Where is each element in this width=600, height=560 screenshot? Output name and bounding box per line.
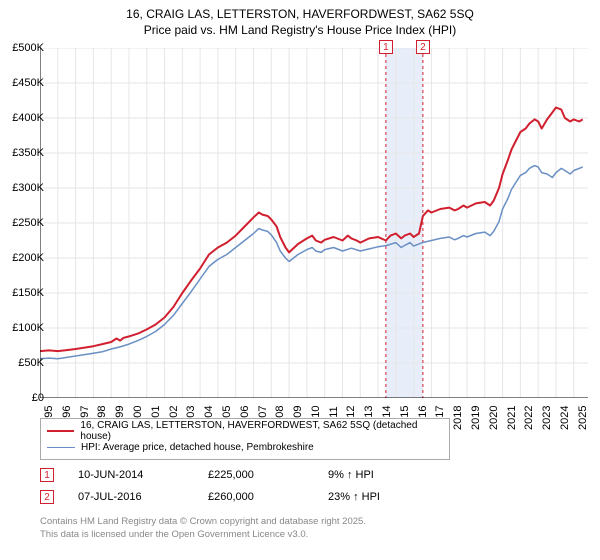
chart-area: 12: [40, 48, 588, 398]
y-tick-label: £300K: [0, 182, 44, 194]
title-line-2: Price paid vs. HM Land Registry's House …: [0, 22, 600, 38]
marker-price-0: £225,000: [208, 469, 328, 481]
y-tick-label: £100K: [0, 322, 44, 334]
title-line-1: 16, CRAIG LAS, LETTERSTON, HAVERFORDWEST…: [0, 6, 600, 22]
legend-swatch-0: [47, 430, 74, 432]
marker-date-0: 10-JUN-2014: [78, 469, 208, 481]
footer-line-2: This data is licensed under the Open Gov…: [40, 529, 366, 542]
chart-marker-badge: 2: [416, 40, 430, 54]
marker-diff-1: 23% ↑ HPI: [328, 491, 438, 503]
y-tick-label: £200K: [0, 252, 44, 264]
footer: Contains HM Land Registry data © Crown c…: [40, 516, 366, 542]
legend-text-0: 16, CRAIG LAS, LETTERSTON, HAVERFORDWEST…: [80, 420, 443, 442]
y-tick-label: £250K: [0, 217, 44, 229]
y-tick-label: £400K: [0, 112, 44, 124]
x-tick-label: 2024: [559, 406, 571, 430]
chart-container: 16, CRAIG LAS, LETTERSTON, HAVERFORDWEST…: [0, 0, 600, 560]
y-tick-label: £450K: [0, 77, 44, 89]
y-tick-label: £350K: [0, 147, 44, 159]
y-tick-label: £0: [0, 392, 44, 404]
x-tick-label: 2023: [541, 406, 553, 430]
x-tick-label: 2025: [577, 406, 589, 430]
legend-box: 16, CRAIG LAS, LETTERSTON, HAVERFORDWEST…: [40, 418, 450, 460]
markers-block: 1 10-JUN-2014 £225,000 9% ↑ HPI 2 07-JUL…: [40, 464, 580, 508]
marker-price-1: £260,000: [208, 491, 328, 503]
marker-diff-0: 9% ↑ HPI: [328, 469, 438, 481]
marker-num-0: 1: [44, 470, 50, 481]
legend-text-1: HPI: Average price, detached house, Pemb…: [81, 442, 314, 453]
marker-date-1: 07-JUL-2016: [78, 491, 208, 503]
marker-row-0: 1 10-JUN-2014 £225,000 9% ↑ HPI: [40, 464, 580, 486]
y-tick-label: £50K: [0, 357, 44, 369]
x-tick-label: 2022: [523, 406, 535, 430]
x-tick-label: 2021: [506, 406, 518, 430]
marker-badge-1: 2: [40, 490, 54, 504]
marker-row-1: 2 07-JUL-2016 £260,000 23% ↑ HPI: [40, 486, 580, 508]
chart-svg: [40, 48, 588, 398]
marker-badge-0: 1: [40, 468, 54, 482]
chart-marker-badge: 1: [379, 40, 393, 54]
title-block: 16, CRAIG LAS, LETTERSTON, HAVERFORDWEST…: [0, 0, 600, 40]
legend-swatch-1: [47, 447, 75, 448]
y-tick-label: £150K: [0, 287, 44, 299]
marker-num-1: 2: [44, 492, 50, 503]
x-tick-label: 2018: [452, 406, 464, 430]
x-tick-label: 2019: [470, 406, 482, 430]
footer-line-1: Contains HM Land Registry data © Crown c…: [40, 516, 366, 529]
legend-row-0: 16, CRAIG LAS, LETTERSTON, HAVERFORDWEST…: [47, 423, 443, 439]
y-tick-label: £500K: [0, 42, 44, 54]
x-tick-label: 2020: [488, 406, 500, 430]
